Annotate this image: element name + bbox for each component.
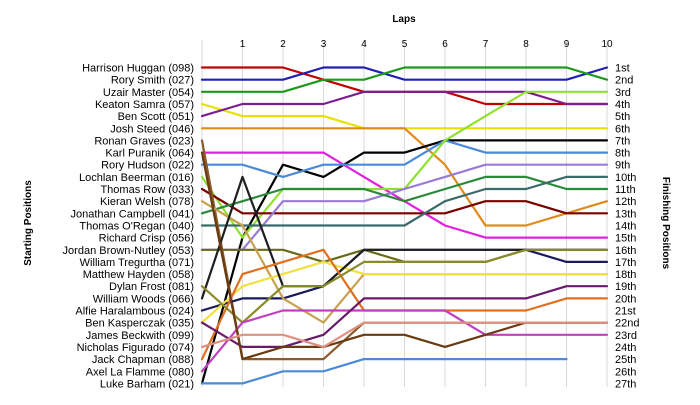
finish-label-15: 15th	[615, 233, 636, 245]
start-label-24: Nicholas Figurado (074)	[77, 342, 194, 354]
start-label-20: William Woods (066)	[93, 293, 194, 305]
start-label-27: Luke Barham (021)	[100, 378, 194, 390]
finish-label-23: 23rd	[615, 330, 637, 342]
series-line-19	[200, 260, 609, 324]
finishing-position-labels: 1st2nd3rd4th5th6th7th8th9th10th11th12th1…	[615, 63, 639, 391]
start-label-2: Rory Smith (027)	[111, 75, 194, 87]
series-line-12	[200, 163, 609, 251]
finish-label-16: 16th	[615, 245, 636, 257]
start-label-5: Ben Scott (051)	[118, 111, 194, 123]
finish-label-22: 22nd	[615, 318, 639, 330]
start-label-23: James Beckwith (099)	[86, 330, 194, 342]
series-line-11	[200, 187, 609, 215]
series-line-24	[200, 285, 609, 348]
start-label-19: Dylan Frost (081)	[109, 281, 194, 293]
start-label-3: Uzair Master (054)	[103, 87, 194, 99]
lap-label-6: 6	[442, 39, 448, 50]
starting-position-labels: Harrison Huggan (098)Rory Smith (027)Uza…	[63, 63, 194, 391]
start-label-9: Rory Hudson (022)	[101, 160, 194, 172]
lap-label-1: 1	[240, 39, 246, 50]
series-line-23	[200, 309, 609, 373]
x-axis-title: Laps	[392, 14, 416, 25]
series-line-5	[200, 90, 609, 118]
start-label-13: Jonathan Campbell (041)	[70, 208, 194, 220]
start-label-8: Karl Puranik (064)	[105, 148, 194, 160]
finish-label-27: 27th	[615, 378, 636, 390]
start-label-1: Harrison Huggan (098)	[82, 63, 194, 75]
start-label-10: Lochlan Beerman (016)	[79, 172, 194, 184]
finish-label-1: 1st	[615, 63, 630, 75]
series-line-14	[200, 175, 609, 227]
start-label-14: Thomas O'Regan (040)	[79, 220, 194, 232]
series-line-9	[200, 139, 609, 178]
start-label-22: Ben Kasperczak (035)	[85, 318, 194, 330]
finish-label-3: 3rd	[615, 87, 631, 99]
lap-label-9: 9	[564, 39, 570, 50]
start-label-16: Jordan Brown-Nutley (053)	[63, 245, 194, 257]
start-label-6: Josh Steed (046)	[110, 123, 194, 135]
finish-label-19: 19th	[615, 281, 636, 293]
finish-label-17: 17th	[615, 257, 636, 269]
lap-label-3: 3	[321, 39, 327, 50]
right-axis-title: Finishing Positions	[660, 177, 671, 270]
finish-label-6: 6th	[615, 123, 630, 135]
series-line-7	[200, 139, 609, 385]
series-line-6	[200, 127, 609, 227]
lap-label-5: 5	[402, 39, 408, 50]
finish-label-11: 11th	[615, 184, 636, 196]
series-line-27	[200, 358, 568, 385]
series-line-3	[200, 66, 609, 93]
start-label-11: Thomas Row (033)	[100, 184, 194, 196]
start-label-7: Ronan Graves (023)	[94, 135, 194, 147]
finish-label-2: 2nd	[615, 75, 633, 87]
finish-label-7: 7th	[615, 135, 630, 147]
series-lines	[200, 66, 609, 385]
finish-label-20: 20th	[615, 293, 636, 305]
start-label-26: Axel La Flamme (080)	[86, 366, 194, 378]
left-axis-title: Starting Positions	[23, 180, 34, 266]
start-label-18: Matthew Hayden (058)	[83, 269, 194, 281]
lap-label-4: 4	[361, 39, 367, 50]
finish-label-21: 21st	[615, 306, 636, 318]
finish-label-13: 13th	[615, 208, 636, 220]
finish-label-25: 25th	[615, 354, 636, 366]
finish-label-5: 5th	[615, 111, 630, 123]
lap-label-2: 2	[280, 39, 286, 50]
start-label-21: Alfie Haralambous (024)	[75, 306, 194, 318]
finish-label-14: 14th	[615, 220, 636, 232]
lap-tick-labels: 1 2 3 4 5 6 7 8 9 10	[240, 39, 613, 50]
finish-label-26: 26th	[615, 366, 636, 378]
finish-label-18: 18th	[615, 269, 636, 281]
start-label-4: Keaton Samra (057)	[95, 99, 194, 111]
series-line-2	[200, 66, 609, 81]
finish-label-4: 4th	[615, 99, 630, 111]
finish-label-24: 24th	[615, 342, 636, 354]
start-label-15: Richard Crisp (056)	[99, 233, 194, 245]
finish-label-12: 12th	[615, 196, 636, 208]
start-label-25: Jack Chapman (088)	[92, 354, 194, 366]
lap-label-8: 8	[523, 39, 529, 50]
lap-label-7: 7	[483, 39, 489, 50]
finish-label-9: 9th	[615, 160, 630, 172]
finish-label-10: 10th	[615, 172, 636, 184]
series-line-22	[200, 248, 609, 324]
series-line-26	[200, 321, 609, 348]
lap-label-10: 10	[601, 39, 613, 50]
series-line-13	[200, 175, 609, 215]
start-label-17: William Tregurtha (071)	[80, 257, 194, 269]
finish-label-8: 8th	[615, 148, 630, 160]
start-label-12: Kieran Welsh (078)	[100, 196, 194, 208]
